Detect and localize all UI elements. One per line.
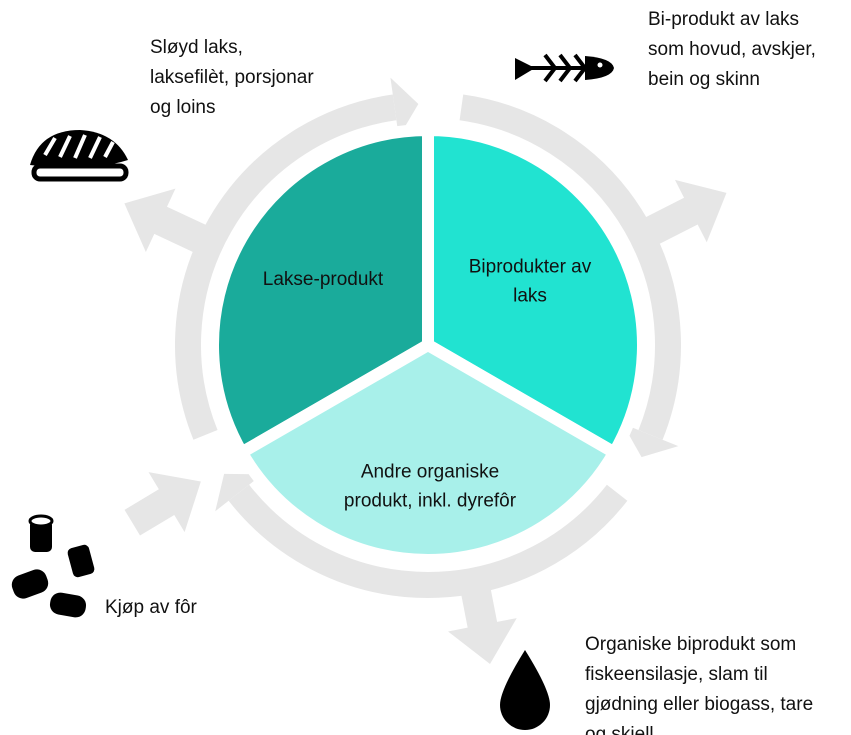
sector-label: Andre organiske	[361, 462, 499, 483]
ring-arrowhead	[215, 473, 263, 512]
note-text: Bi-produkt av laks	[648, 9, 799, 30]
feed-pellets-icon	[11, 514, 95, 618]
drop-icon	[500, 650, 550, 730]
ring-arrowhead	[622, 423, 679, 458]
flow-arrow	[643, 179, 727, 245]
ring-arc	[459, 94, 681, 440]
note-text: som hovud, avskjer,	[648, 39, 816, 60]
ring-arc	[175, 94, 397, 440]
note-text: gjødning eller biogass, tare	[585, 694, 813, 715]
fish-bone-icon	[515, 53, 614, 83]
note-text: Kjøp av fôr	[105, 597, 198, 618]
sector-label: Lakse-produkt	[263, 269, 384, 290]
note-text: laksefilèt, porsjonar	[150, 67, 314, 88]
sectors	[207, 124, 649, 566]
cycle-ring	[124, 77, 727, 665]
ring-arc	[228, 484, 628, 598]
note-text: Organiske biprodukt som	[585, 634, 796, 655]
note-text: fiskeensilasje, slam til	[585, 664, 768, 685]
flow-arrow	[124, 188, 208, 253]
sector-label: Biprodukter av	[469, 257, 592, 278]
labels: Lakse-produkt Biprodukter av laks Andre org…	[105, 9, 816, 735]
note-text: bein og skinn	[648, 69, 760, 90]
note-text: og skjell	[585, 724, 654, 735]
sector-label: laks	[513, 286, 547, 307]
note-text: Sløyd laks,	[150, 37, 243, 58]
sushi-icon	[30, 130, 129, 182]
flow-arrow	[448, 587, 517, 665]
note-text: og loins	[150, 97, 216, 118]
flow-arrow	[124, 472, 201, 536]
ring-arrowhead	[390, 77, 419, 138]
sector-label: produkt, inkl. dyrefôr	[344, 491, 517, 512]
sector	[235, 339, 621, 566]
